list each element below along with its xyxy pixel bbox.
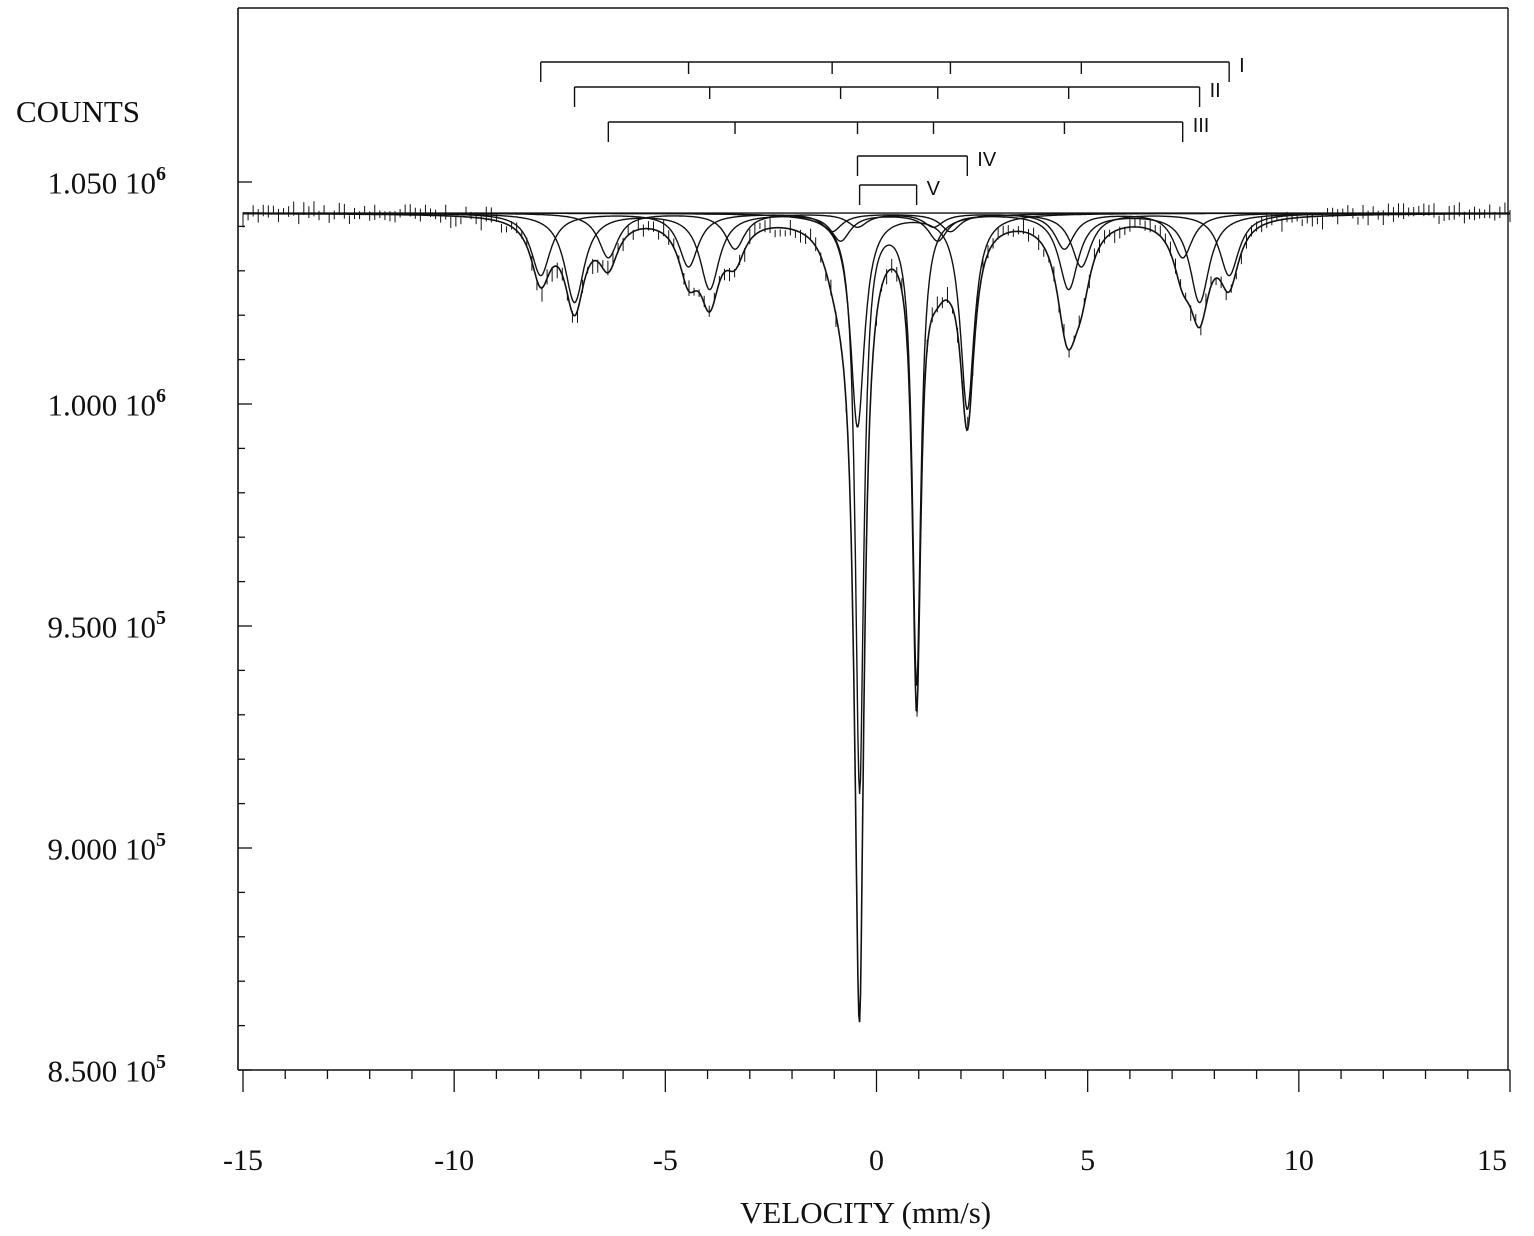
y-tick-mantissa: 8.500 10 <box>47 1053 157 1089</box>
subspectrum-label-I: I <box>1239 55 1245 77</box>
y-tick-mantissa: 9.000 10 <box>47 831 157 867</box>
subspectrum-V-curve <box>243 212 1510 795</box>
x-tick-label: 10 <box>1283 1144 1314 1177</box>
x-tick-label: 15 <box>1477 1144 1507 1177</box>
x-axis-label: VELOCITY (mm/s) <box>740 1195 992 1230</box>
y-tick-exponent: 6 <box>156 385 166 407</box>
x-tick-label: -5 <box>652 1144 678 1177</box>
x-tick-label: -15 <box>223 1144 263 1177</box>
y-axis-label: COUNTS <box>16 94 141 129</box>
y-tick-mantissa: 1.000 10 <box>47 387 157 423</box>
y-tick-label: 9.500 105 <box>0 607 167 645</box>
subspectrum-II-curve <box>243 212 1510 304</box>
subspectrum-label-IV: IV <box>977 149 997 171</box>
x-tick-label: 5 <box>1080 1144 1096 1177</box>
y-tick-exponent: 5 <box>156 1051 166 1073</box>
total-fit-curve <box>243 212 1510 1023</box>
y-tick-exponent: 6 <box>156 163 166 185</box>
subspectrum-label-II: II <box>1209 80 1221 102</box>
y-tick-mantissa: 1.050 10 <box>47 165 157 201</box>
x-tick-label: 0 <box>869 1144 884 1177</box>
y-tick-mantissa: 9.500 10 <box>47 609 157 645</box>
subspectrum-label-V: V <box>926 178 940 200</box>
y-tick-label: 9.000 105 <box>0 829 167 867</box>
y-tick-exponent: 5 <box>156 829 166 851</box>
y-tick-label: 8.500 105 <box>0 1051 167 1089</box>
y-tick-label: 1.050 106 <box>0 163 167 201</box>
data-points-group <box>242 201 1511 945</box>
subspectrum-label-III: III <box>1192 115 1210 137</box>
x-tick-label: -10 <box>434 1144 475 1177</box>
y-tick-exponent: 5 <box>156 607 166 629</box>
y-tick-label: 1.000 106 <box>0 385 167 423</box>
